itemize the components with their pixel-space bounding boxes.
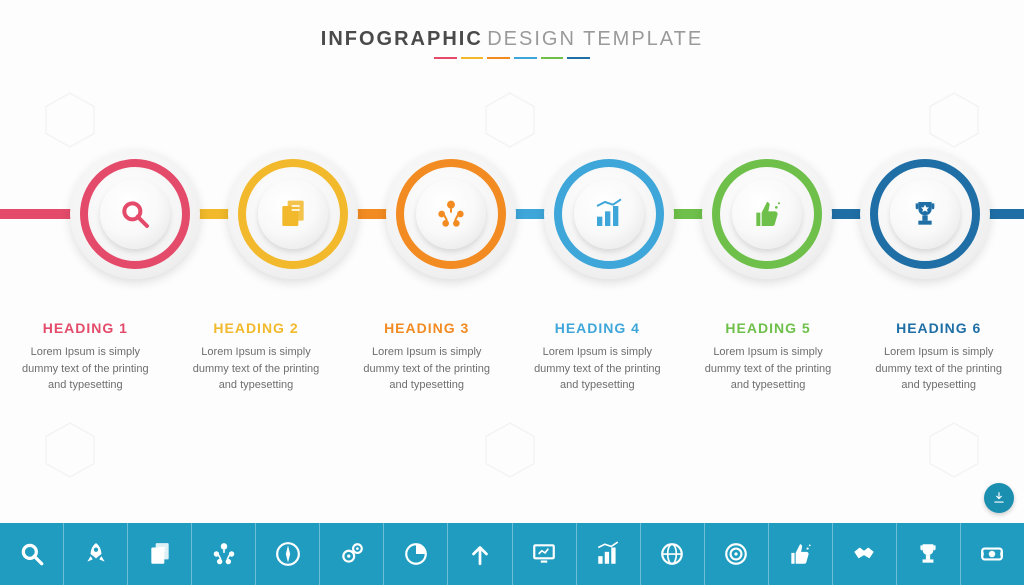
team-icon xyxy=(211,541,237,567)
timeline-step-1 xyxy=(70,149,200,279)
step-inner xyxy=(416,179,486,249)
step-heading: HEADING 5 xyxy=(695,320,842,336)
documents-icon xyxy=(147,541,173,567)
footer-cell xyxy=(448,523,512,585)
footer-cell xyxy=(320,523,384,585)
watermark-hex xyxy=(924,420,984,480)
step-inner xyxy=(258,179,328,249)
footer-cell xyxy=(256,523,320,585)
footer-cell xyxy=(192,523,256,585)
download-icon xyxy=(992,491,1006,505)
thumbs-up-icon xyxy=(751,198,783,230)
watermark-hex xyxy=(480,420,540,480)
step-heading: HEADING 4 xyxy=(524,320,671,336)
footer-cell xyxy=(384,523,448,585)
step-heading: HEADING 1 xyxy=(12,320,159,336)
step-text-2: HEADING 2 Lorem Ipsum is simply dummy te… xyxy=(171,320,342,394)
step-inner xyxy=(732,179,802,249)
step-text-3: HEADING 3 Lorem Ipsum is simply dummy te… xyxy=(341,320,512,394)
title-bold: INFOGRAPHIC xyxy=(321,28,483,50)
bar-chart-icon xyxy=(593,198,625,230)
team-icon xyxy=(435,198,467,230)
footer-cell xyxy=(769,523,833,585)
step-body: Lorem Ipsum is simply dummy text of the … xyxy=(865,344,1012,394)
handshake-icon xyxy=(851,541,877,567)
watermark-hex xyxy=(40,420,100,480)
step-inner xyxy=(100,179,170,249)
step-text-4: HEADING 4 Lorem Ipsum is simply dummy te… xyxy=(512,320,683,394)
page-title: INFOGRAPHIC DESIGN TEMPLATE xyxy=(0,0,1024,59)
step-body: Lorem Ipsum is simply dummy text of the … xyxy=(12,344,159,394)
bar-chart-icon xyxy=(595,541,621,567)
timeline-step-5 xyxy=(702,149,832,279)
step-text-5: HEADING 5 Lorem Ipsum is simply dummy te… xyxy=(683,320,854,394)
footer-cell xyxy=(0,523,64,585)
timeline-step-3 xyxy=(386,149,516,279)
magnifier-icon xyxy=(119,198,151,230)
trophy-icon xyxy=(915,541,941,567)
timeline-step-6 xyxy=(860,149,990,279)
money-icon xyxy=(979,541,1005,567)
footer-cell xyxy=(833,523,897,585)
step-inner xyxy=(890,179,960,249)
step-text-6: HEADING 6 Lorem Ipsum is simply dummy te… xyxy=(853,320,1024,394)
step-body: Lorem Ipsum is simply dummy text of the … xyxy=(524,344,671,394)
step-heading: HEADING 3 xyxy=(353,320,500,336)
arrow-up-icon xyxy=(467,541,493,567)
trophy-icon xyxy=(909,198,941,230)
footer-cell xyxy=(705,523,769,585)
footer-cell xyxy=(64,523,128,585)
monitor-icon xyxy=(531,541,557,567)
step-heading: HEADING 2 xyxy=(183,320,330,336)
step-heading: HEADING 6 xyxy=(865,320,1012,336)
step-body: Lorem Ipsum is simply dummy text of the … xyxy=(183,344,330,394)
step-text-1: HEADING 1 Lorem Ipsum is simply dummy te… xyxy=(0,320,171,394)
title-light: DESIGN TEMPLATE xyxy=(487,28,703,50)
footer-cell xyxy=(897,523,961,585)
compass-icon xyxy=(275,541,301,567)
globe-icon xyxy=(659,541,685,567)
target-icon xyxy=(723,541,749,567)
thumbs-up-icon xyxy=(787,541,813,567)
rocket-icon xyxy=(83,541,109,567)
footer-cell xyxy=(577,523,641,585)
step-body: Lorem Ipsum is simply dummy text of the … xyxy=(695,344,842,394)
magnifier-icon xyxy=(19,541,45,567)
pie-icon xyxy=(403,541,429,567)
title-underline xyxy=(432,57,592,59)
footer-cell xyxy=(128,523,192,585)
footer-cell xyxy=(641,523,705,585)
timeline-step-2 xyxy=(228,149,358,279)
footer-cell xyxy=(513,523,577,585)
step-inner xyxy=(574,179,644,249)
footer-icon-strip xyxy=(0,523,1024,585)
gears-icon xyxy=(339,541,365,567)
footer-cell xyxy=(961,523,1024,585)
text-columns: HEADING 1 Lorem Ipsum is simply dummy te… xyxy=(0,320,1024,394)
step-body: Lorem Ipsum is simply dummy text of the … xyxy=(353,344,500,394)
documents-icon xyxy=(277,198,309,230)
download-button[interactable] xyxy=(984,483,1014,513)
timeline-step-4 xyxy=(544,149,674,279)
